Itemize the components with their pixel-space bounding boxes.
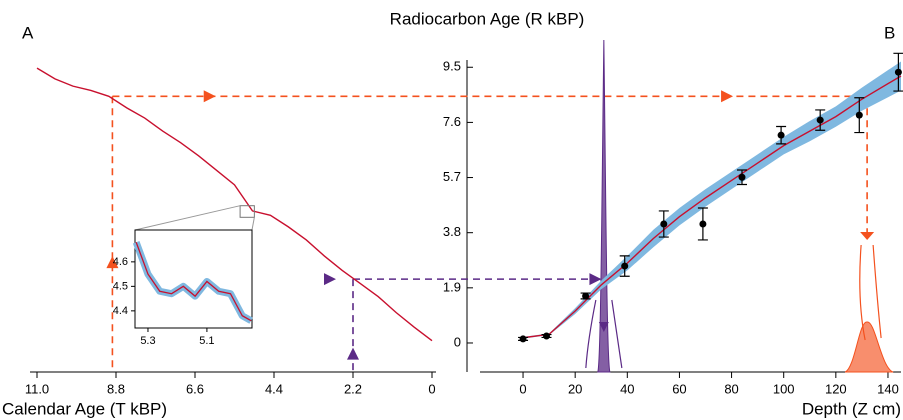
point (699, 220, 707, 228)
x-tick-label: 8.8 (107, 381, 125, 396)
x-tick-label: 0 (519, 381, 526, 396)
arrow (598, 322, 609, 332)
y-tick-label: 4.4 (113, 305, 128, 317)
arrow (589, 273, 602, 286)
zoom-connector (134, 205, 241, 231)
panel-label: A (22, 23, 34, 42)
x-tick-label: 80 (724, 381, 738, 396)
y-tick-label: 7.6 (443, 114, 461, 129)
point (777, 131, 785, 139)
x-tick-label: 0 (428, 381, 435, 396)
y-tick-label: 4.6 (113, 256, 128, 268)
point (621, 262, 629, 270)
y-tick-label: 9.5 (443, 59, 461, 74)
x-axis-label: Calendar Age (T kBP) (2, 399, 167, 418)
x-tick-label: 6.6 (186, 381, 204, 396)
x-tick-label: 20 (568, 381, 582, 396)
fit-line (522, 75, 902, 339)
arrow (324, 273, 336, 286)
x-tick-label: 40 (620, 381, 634, 396)
point (738, 173, 746, 181)
inset-curve (135, 242, 252, 322)
arrow (347, 347, 359, 360)
x-tick-label: 5.1 (199, 335, 214, 347)
point (582, 292, 590, 300)
arrow (721, 90, 734, 103)
fit-band (523, 61, 901, 339)
y-tick-label: 3.8 (443, 224, 461, 239)
curve-arrow (585, 299, 623, 369)
y-tick-label: 0 (454, 334, 461, 349)
x-tick-label: 120 (825, 381, 847, 396)
y-tick-label: 1.9 (443, 279, 461, 294)
point (816, 116, 824, 124)
zoom-connector (251, 217, 255, 231)
x-tick-label: 2.2 (344, 381, 362, 396)
density (844, 321, 894, 373)
title: Radiocarbon Age (R kBP) (390, 9, 585, 28)
calibration-curve (36, 67, 433, 342)
point (519, 335, 527, 343)
zoom-box (239, 205, 255, 218)
arrow (860, 232, 875, 240)
panel-label: B (884, 23, 895, 42)
point (894, 68, 902, 76)
y-tick-label: 4.5 (113, 280, 128, 292)
x-tick-label: 140 (877, 381, 899, 396)
point (660, 220, 668, 228)
x-tick-label: 11.0 (25, 381, 49, 396)
point (543, 332, 551, 340)
x-tick-label: 5.3 (140, 335, 155, 347)
x-tick-label: 4.4 (265, 381, 283, 396)
x-axis-label: Depth (Z cm) (802, 399, 901, 418)
point (855, 111, 863, 119)
x-tick-label: 100 (773, 381, 795, 396)
y-tick-label: 5.7 (443, 169, 461, 184)
arrow (106, 256, 119, 269)
x-tick-label: 60 (672, 381, 686, 396)
arrow (203, 90, 216, 103)
